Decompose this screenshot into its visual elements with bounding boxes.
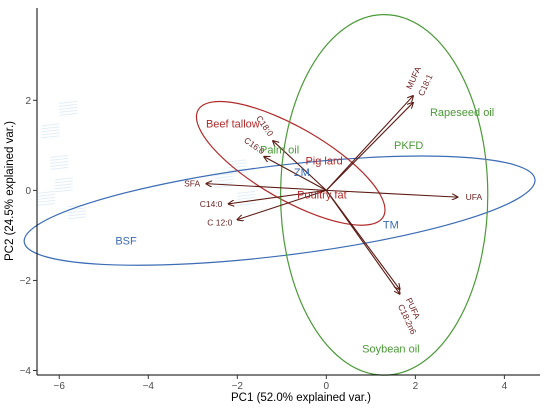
axes-layer	[36, 8, 540, 376]
variable-label: C 12:0	[207, 218, 232, 228]
group-label-beef-tallow: Beef tallow	[206, 118, 260, 130]
group-label-bsf: BSF	[115, 235, 137, 247]
hatched-point	[50, 154, 69, 170]
y-ticks: −4 −2 0 2	[20, 96, 37, 377]
hatched-point	[59, 100, 78, 116]
loading-arrow-ufa	[326, 189, 457, 197]
group-label-poultry-fat: Poultry fat	[297, 189, 347, 201]
x-tick-label: 0	[324, 381, 330, 392]
hatched-point	[228, 159, 247, 175]
group-label-zm: ZM	[294, 167, 310, 179]
loading-arrow-c18-0	[273, 141, 327, 191]
group-label-soybean-oil: Soybean oil	[362, 343, 420, 355]
group-label-pig-lard: Pig lard	[305, 156, 342, 168]
loading-arrow-c14-0	[228, 189, 327, 204]
hatched-point	[36, 190, 55, 206]
x-ticks: −6 −4 −2 0 2 4	[54, 375, 508, 392]
variable-label: SFA	[184, 179, 200, 189]
x-tick-label: −4	[143, 381, 155, 392]
loading-arrow-c18-2n6	[325, 190, 399, 294]
x-tick-label: 4	[502, 381, 508, 392]
x-axis-title: PC1 (52.0% explained var.)	[231, 392, 371, 404]
x-tick-label: −2	[232, 381, 244, 392]
group-label-tm: TM	[383, 220, 399, 232]
x-tick-label: 2	[413, 381, 419, 392]
loading-arrow-c-12-0	[237, 189, 327, 219]
loading-arrow-sfa	[206, 184, 327, 191]
group-label-pkfd: PKFD	[394, 140, 423, 152]
ellipses-layer	[23, 13, 536, 376]
group-label-rapeseed-oil: Rapeseed oil	[430, 107, 494, 119]
y-tick-label: 2	[25, 96, 31, 107]
loading-arrow-mufa	[325, 96, 413, 191]
arrows-layer	[206, 96, 458, 294]
hatched-point	[237, 190, 256, 206]
hatched-point	[41, 123, 60, 139]
group-label-palm-oil: Palm oil	[260, 144, 299, 156]
loading-arrow-c18-1	[325, 103, 413, 191]
variable-label: UFA	[466, 192, 483, 202]
ellipse-bsf	[23, 155, 536, 266]
ellipse-poultry-fat	[195, 100, 386, 226]
y-axis-title: PC2 (24.5% explained var.)	[4, 121, 16, 261]
y-tick-label: −2	[20, 276, 32, 287]
y-tick-label: −4	[20, 366, 32, 377]
variable-label: C14:0	[200, 199, 223, 209]
hatched-point	[54, 177, 73, 193]
group-labels-layer: BSF TM ZM Beef tallow Palm oil Pig lard Poultr…	[115, 107, 494, 355]
x-tick-label: −6	[54, 381, 66, 392]
loading-arrow-c16-0	[264, 157, 327, 191]
y-tick-label: 0	[25, 186, 31, 197]
